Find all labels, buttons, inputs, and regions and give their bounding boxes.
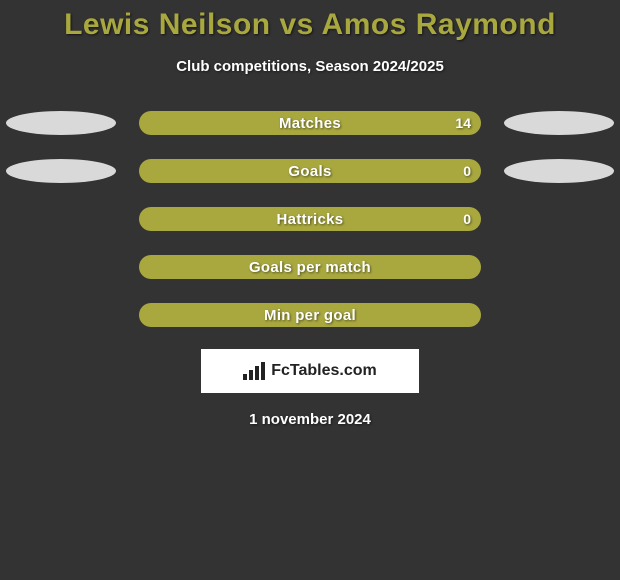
stat-label: Min per goal [264,307,356,324]
stat-row: Goals per match [0,255,620,279]
stat-row: Matches 14 [0,111,620,135]
player-right-marker [504,111,614,135]
stat-label: Hattricks [277,211,344,228]
stat-row: Min per goal [0,303,620,327]
stat-row: Goals 0 [0,159,620,183]
logo-text: FcTables.com [271,362,377,380]
stat-bar: Min per goal [139,303,481,327]
player-right-marker [504,159,614,183]
date-label: 1 november 2024 [0,411,620,428]
stat-bar: Matches 14 [139,111,481,135]
stat-label: Goals per match [249,259,371,276]
bar-chart-icon [243,362,267,380]
player-left-marker [6,159,116,183]
stat-label: Matches [279,115,341,132]
player-left-marker [6,111,116,135]
stat-value: 0 [463,163,471,179]
stat-row: Hattricks 0 [0,207,620,231]
stat-rows: Matches 14 Goals 0 Hattricks 0 Goals per match… [0,111,620,327]
subtitle: Club competitions, Season 2024/2025 [0,58,620,75]
logo-box: FcTables.com [201,349,419,393]
stat-bar: Goals per match [139,255,481,279]
stat-bar: Hattricks 0 [139,207,481,231]
stat-value: 14 [455,115,471,131]
stat-label: Goals [288,163,331,180]
stat-value: 0 [463,211,471,227]
stat-bar: Goals 0 [139,159,481,183]
comparison-card: Lewis Neilson vs Amos Raymond Club compe… [0,0,620,428]
page-title: Lewis Neilson vs Amos Raymond [0,8,620,42]
